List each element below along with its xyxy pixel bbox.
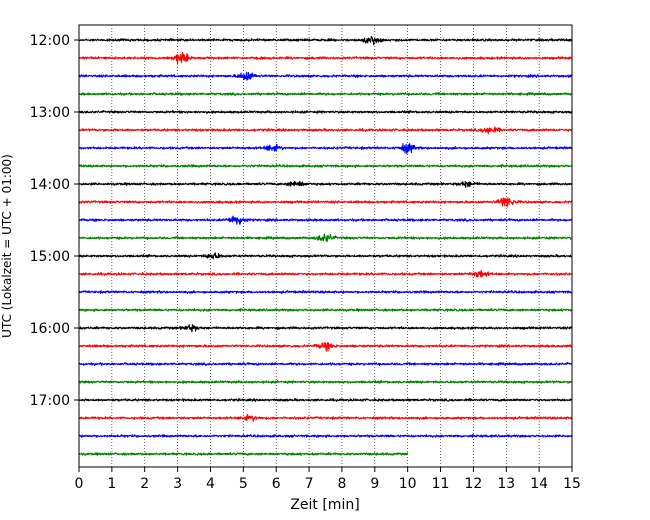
trace-14:45 [78,233,573,243]
x-tick-label-0: 0 [75,476,84,492]
y-axis-label: UTC (Lokalzeit = UTC + 01:00) [0,154,14,338]
trace-12:15 [78,52,573,65]
y-tick-label-12:00: 12:00 [30,33,70,49]
x-tick-label-10: 10 [399,476,417,492]
trace-14:00 [78,180,573,188]
trace-17:15 [78,413,573,422]
trace-17:45 [78,452,409,456]
trace-16:00 [78,324,573,333]
trace-12:30 [78,71,573,81]
x-tick-label-1: 1 [107,476,116,492]
trace-16:15 [78,342,573,352]
y-tick-label-17:00: 17:00 [30,393,70,409]
x-tick-label-13: 13 [497,476,515,492]
y-tick-label-14:00: 14:00 [30,177,70,193]
x-tick-label-5: 5 [239,476,248,492]
trace-13:45 [78,163,573,169]
trace-16:45 [78,380,573,384]
x-tick-label-8: 8 [337,476,346,492]
trace-16:30 [78,361,573,367]
x-tick-label-15: 15 [563,476,581,492]
trace-17:00 [78,397,573,402]
x-tick-label-6: 6 [272,476,281,492]
trace-13:00 [78,110,573,114]
trace-17:30 [78,433,573,439]
trace-12:00 [78,36,573,46]
trace-14:30 [78,215,573,225]
x-tick-label-14: 14 [530,476,548,492]
trace-group [78,36,573,456]
y-tick-label-13:00: 13:00 [30,105,70,121]
x-tick-label-11: 11 [432,476,450,492]
y-axis: 12:00 13:00 14:00 15:00 16:00 17:00 [30,33,79,409]
x-axis-label: Zeit [min] [290,497,359,513]
x-tick-label-4: 4 [206,476,215,492]
plot-frame [78,24,573,468]
trace-15:00 [78,252,573,260]
trace-15:15 [78,269,573,278]
trace-13:30 [78,143,573,155]
trace-15:45 [78,308,573,313]
x-axis: 0 1 2 3 4 5 6 7 8 9 10 11 12 13 14 15 [75,467,581,492]
x-tick-label-9: 9 [370,476,379,492]
trace-13:15 [78,126,573,135]
y-tick-label-15:00: 15:00 [30,249,70,265]
trace-14:15 [78,197,573,208]
x-tick-label-2: 2 [140,476,149,492]
x-tick-label-12: 12 [464,476,482,492]
trace-12:45 [78,91,573,97]
trace-15:30 [78,289,573,295]
x-tick-label-3: 3 [173,476,182,492]
x-tick-label-7: 7 [305,476,314,492]
y-tick-label-16:00: 16:00 [30,321,70,337]
